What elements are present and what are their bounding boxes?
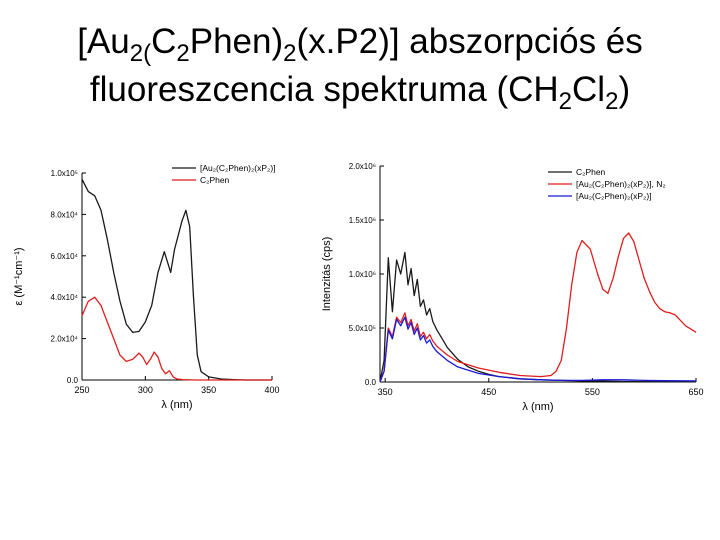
series-line-blue [379, 316, 697, 383]
x-tick-label: 450 [481, 387, 496, 397]
title-line-1: [Au2(C2Phen)2(x.P2)] abszorpciós és [0, 18, 720, 66]
y-tick-label: 1.0x10⁶ [349, 270, 376, 279]
legend-entry: C₂Phen [576, 167, 606, 177]
y-tick-label: 2.0x10⁴ [51, 335, 79, 344]
x-tick-label: 250 [74, 385, 89, 395]
legend: C₂Phen [Au₂(C₂Phen)₂(xP₂)], N₂ [Au₂(C₂Phen… [548, 167, 666, 201]
title-segment: 2 [176, 40, 190, 67]
title-line-2: fluoreszcencia spektruma (CH2Cl2) [0, 66, 720, 114]
title-segment: C [151, 22, 177, 61]
legend-entry: [Au₂(C₂Phen)₂(xP₂)] [200, 163, 276, 173]
title-segment: 2 [283, 40, 297, 67]
title-segment: 2 [605, 88, 619, 115]
fluorescence-chart: 0.0 5.0x10⁵ 1.0x10⁶ 1.5x10⁶ 2.0x10⁶ 350 450 550… [321, 162, 704, 413]
y-tick-label: 0.0 [67, 376, 79, 385]
legend: [Au₂(C₂Phen)₂(xP₂)] C₂Phen [172, 163, 276, 185]
x-axis-label: λ (nm) [161, 399, 192, 411]
y-tick-label: 1.5x10⁶ [349, 216, 376, 225]
y-tick-label: 4.0x10⁴ [51, 293, 79, 302]
x-tick-label: 650 [688, 387, 703, 397]
series-line-black [81, 178, 272, 381]
absorption-chart: 0.0 2.0x10⁴ 4.0x10⁴ 6.0x10⁴ 8.0x10⁴ 1.0x10⁵ 25… [13, 163, 280, 411]
slide-title: [Au2(C2Phen)2(x.P2)] abszorpciós és fluo… [0, 18, 720, 114]
title-segment: fluoreszcencia spektruma (CH [89, 70, 559, 109]
y-tick-label: 8.0x10⁴ [51, 210, 79, 219]
y-tick-label: 2.0x10⁶ [349, 162, 376, 171]
x-tick-label: 350 [378, 387, 393, 397]
y-tick-label: 0.0 [365, 378, 377, 387]
x-tick-label: 350 [201, 385, 216, 395]
x-tick-label: 300 [138, 385, 153, 395]
legend-entry: [Au₂(C₂Phen)₂(xP₂)] [576, 191, 652, 201]
series-line-red [379, 232, 697, 383]
y-axis-label: ε (M⁻¹cm⁻¹) [13, 247, 25, 305]
legend-entry: C₂Phen [200, 175, 230, 185]
x-axis-label: λ (nm) [522, 401, 553, 413]
title-segment: (x.P2)] abszorpciós és [296, 22, 643, 61]
title-segment: ) [618, 70, 631, 109]
y-tick-label: 6.0x10⁴ [51, 252, 79, 261]
title-segment: [Au [77, 22, 130, 61]
title-segment: 2( [129, 40, 152, 67]
title-segment: Cl [572, 70, 606, 109]
y-tick-label: 1.0x10⁵ [51, 169, 78, 178]
x-tick-label: 400 [264, 385, 279, 395]
legend-entry: [Au₂(C₂Phen)₂(xP₂)], N₂ [576, 179, 666, 189]
y-tick-label: 5.0x10⁵ [349, 324, 376, 333]
series-line-red [81, 296, 272, 381]
series-line-black [379, 251, 697, 383]
x-tick-label: 550 [585, 387, 600, 397]
title-segment: Phen) [189, 22, 284, 61]
y-axis-label: Intenzitás (cps) [321, 237, 333, 312]
title-segment: 2 [558, 88, 573, 115]
